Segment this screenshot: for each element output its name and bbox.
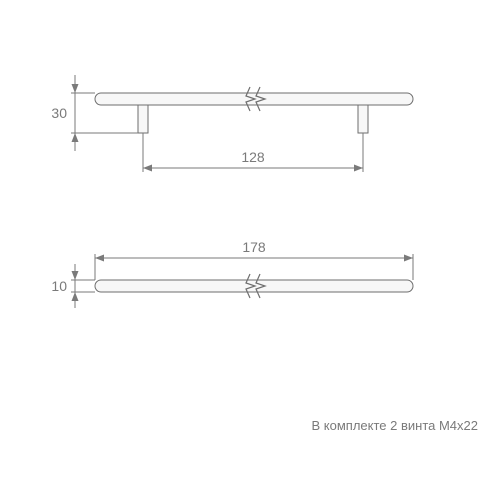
dim-178-label: 178 <box>242 239 266 255</box>
handle-leg <box>358 105 368 133</box>
footnote: В комплекте 2 винта М4х22 <box>312 418 478 433</box>
dim-10-label: 10 <box>51 278 67 294</box>
dim-128-label: 128 <box>241 149 265 165</box>
handle-leg <box>138 105 148 133</box>
dim-30-label: 30 <box>51 105 67 121</box>
